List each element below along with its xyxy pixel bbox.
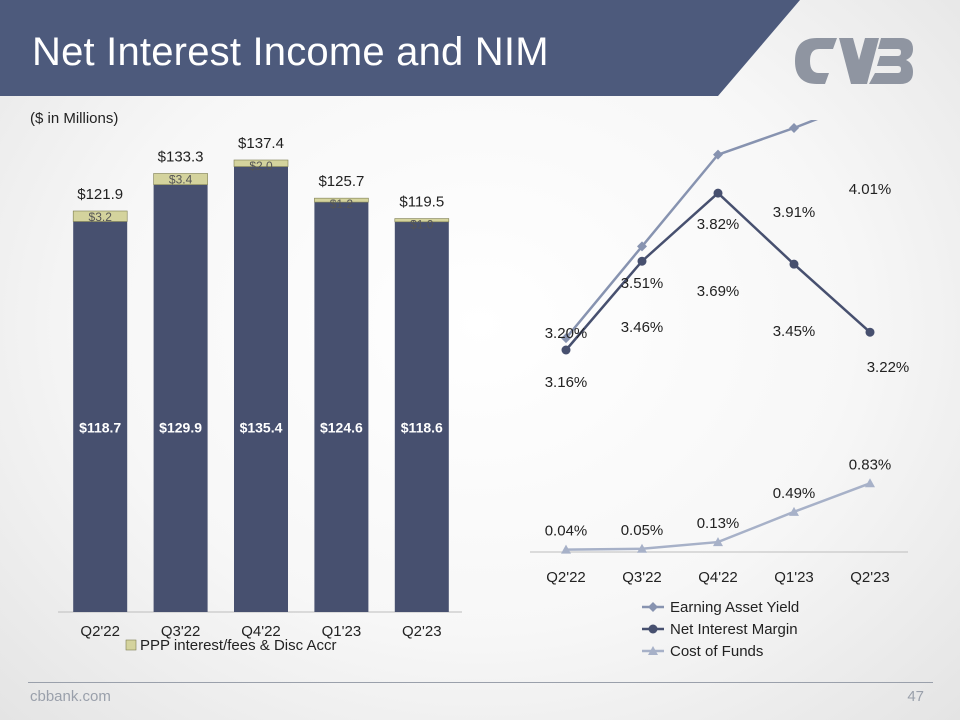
footer-rule xyxy=(28,682,933,683)
label-eay-1: 3.51% xyxy=(621,275,664,292)
marker-nim-2 xyxy=(713,188,723,198)
marker-nim-0 xyxy=(561,345,571,355)
bar-x-tick-0: Q2'22 xyxy=(80,623,120,640)
bar-x-tick-1: Q3'22 xyxy=(161,623,201,640)
bar-nii-2 xyxy=(234,166,288,612)
marker-cof-1 xyxy=(637,543,647,553)
line-x-tick-3: Q1'23 xyxy=(774,569,814,586)
label-cof-0: 0.04% xyxy=(545,523,588,540)
bar-ppp-label-0: $3.2 xyxy=(89,210,113,224)
label-cof-2: 0.13% xyxy=(697,515,740,532)
yield-line-chart: Q2'22 Q3'22 Q4'22 Q1'23 Q2'23 3.20% 3.51% 3.82%… xyxy=(530,120,910,660)
bar-ppp-label-3: $1.2 xyxy=(330,197,354,211)
bar-total-label-3: $125.7 xyxy=(318,173,364,190)
marker-cof-0 xyxy=(561,544,571,554)
legend-marker-eay xyxy=(648,602,658,612)
line-x-tick-0: Q2'22 xyxy=(546,569,586,586)
bar-nii-1 xyxy=(153,184,208,612)
logo-c-shape xyxy=(795,38,837,84)
bar-ppp-label-1: $3.4 xyxy=(169,172,193,186)
line-x-tick-1: Q3'22 xyxy=(622,569,662,586)
label-eay-0: 3.20% xyxy=(545,325,588,342)
slide-title: Net Interest Income and NIM xyxy=(32,30,549,74)
marker-eay-2 xyxy=(713,149,723,160)
bar-ppp-2 xyxy=(233,159,289,167)
marker-nim-1 xyxy=(637,256,647,266)
bar-ppp-1 xyxy=(153,173,208,185)
bar-nii-label-4: $118.6 xyxy=(401,420,443,436)
legend-label-ppp: PPP interest/fees & Disc Accr xyxy=(140,637,336,654)
legend-marker-cof xyxy=(648,646,658,655)
bar-total-label-4: $119.5 xyxy=(399,194,444,211)
marker-cof-2 xyxy=(713,537,723,547)
line-x-tick-2: Q4'22 xyxy=(698,569,738,586)
bar-ppp-3 xyxy=(314,197,369,203)
units-note: ($ in Millions) xyxy=(30,110,119,127)
label-cof-1: 0.05% xyxy=(621,522,664,539)
bar-nii-4 xyxy=(394,221,449,612)
label-cof-4: 0.83% xyxy=(849,456,892,473)
line-x-tick-4: Q2'23 xyxy=(850,569,890,586)
label-nim-4: 3.22% xyxy=(867,359,910,376)
bar-nii-label-3: $124.6 xyxy=(320,420,363,436)
label-nim-3: 3.45% xyxy=(773,323,816,340)
bar-ppp-label-2: $2.0 xyxy=(249,159,273,173)
bar-ppp-4 xyxy=(394,218,450,223)
bar-nii-label-0: $118.7 xyxy=(79,420,121,436)
legend-label-cof: Cost of Funds xyxy=(670,643,763,660)
legend-label-eay: Earning Asset Yield xyxy=(670,599,799,616)
marker-eay-3 xyxy=(789,123,799,133)
label-eay-3: 3.91% xyxy=(773,204,816,221)
label-eay-4: 4.01% xyxy=(849,181,892,198)
logo-b-shape xyxy=(869,38,913,84)
marker-eay-0 xyxy=(561,333,571,344)
bar-ppp-0 xyxy=(72,210,128,222)
bar-nii-label-1: $129.9 xyxy=(159,420,202,436)
bar-nii-3 xyxy=(314,202,369,612)
marker-cof-4 xyxy=(865,478,875,488)
marker-eay-1 xyxy=(637,241,647,252)
label-nim-2: 3.69% xyxy=(697,283,740,300)
bar-x-tick-3: Q1'23 xyxy=(322,623,362,640)
legend-label-nim: Net Interest Margin xyxy=(670,621,798,638)
label-eay-2: 3.82% xyxy=(697,216,740,233)
marker-nim-3 xyxy=(789,259,799,269)
page-number: 47 xyxy=(907,688,924,705)
legend-swatch-ppp xyxy=(125,639,137,651)
label-nim-1: 3.46% xyxy=(621,319,664,336)
bar-nii-label-2: $135.4 xyxy=(240,420,283,436)
cvb-logo-icon xyxy=(795,38,913,84)
bar-x-tick-4: Q2'23 xyxy=(402,623,442,640)
bar-total-label-2: $137.4 xyxy=(238,135,284,152)
header-band xyxy=(0,0,800,96)
label-nim-0: 3.16% xyxy=(545,374,588,391)
bar-total-label-1: $133.3 xyxy=(158,148,204,165)
nii-bar-chart: $118.7 $3.2 $121.9 Q2'22 $129.9 $3.4 $133.3 Q3'… xyxy=(58,135,462,654)
logo-v-shape xyxy=(839,38,879,84)
legend-marker-nim xyxy=(648,624,658,634)
bar-nii-0 xyxy=(73,221,128,613)
marker-cof-3 xyxy=(789,506,799,516)
footer-site: cbbank.com xyxy=(30,688,111,705)
bar-x-tick-2: Q4'22 xyxy=(241,623,281,640)
bar-total-label-0: $121.9 xyxy=(77,186,123,203)
marker-nim-4 xyxy=(865,327,875,337)
label-cof-3: 0.49% xyxy=(773,485,816,502)
bar-ppp-label-4: $1.0 xyxy=(410,218,434,232)
header-band-shape xyxy=(0,0,800,96)
